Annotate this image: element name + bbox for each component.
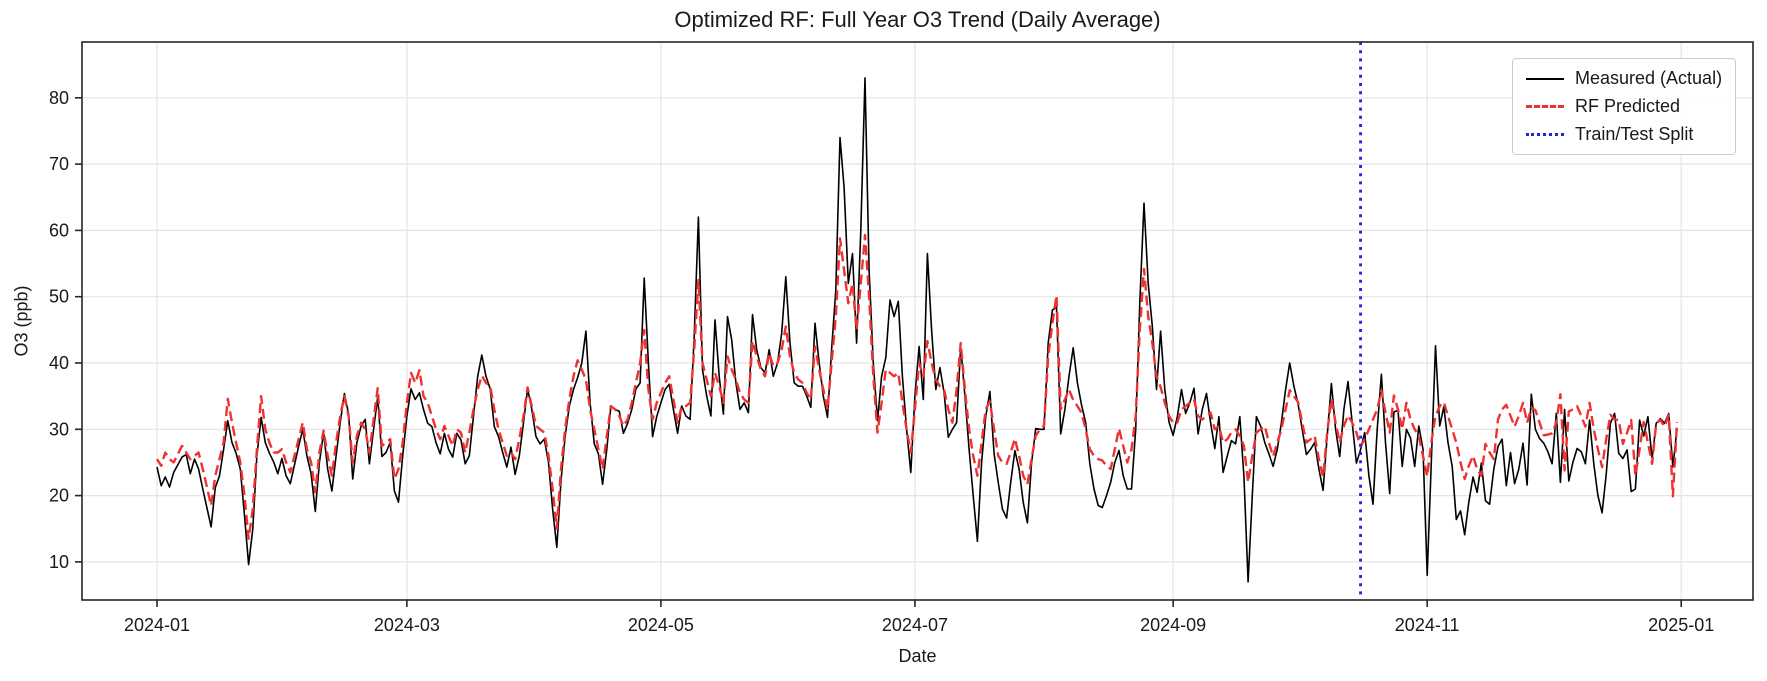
measured-line [156,77,1678,583]
x-tick-label: 2024-03 [374,615,440,635]
x-tick-label: 2024-07 [882,615,948,635]
y-tick-label: 10 [49,552,69,572]
legend-item-predicted: RF Predicted [1526,96,1722,117]
x-tick-label: 2024-05 [628,615,694,635]
y-tick-label: 30 [49,419,69,439]
x-axis-title: Date [898,646,937,666]
y-tick-label: 20 [49,486,69,506]
y-tick-label: 40 [49,353,69,373]
y-axis-title: O3 (ppb) [11,285,32,357]
y-tick-label: 80 [49,88,69,108]
y-tick-label: 70 [49,154,69,174]
x-tick-label: 2024-01 [124,615,190,635]
legend-item-split: Train/Test Split [1526,124,1722,145]
legend-label-predicted: RF Predicted [1575,96,1681,116]
x-tick-label: 2024-11 [1395,615,1460,635]
legend-item-measured: Measured (Actual) [1526,68,1722,89]
measured-line-swatch [1526,77,1564,80]
y-tick-label: 50 [49,287,69,307]
axes-frame [81,41,1754,601]
predicted-line [155,233,1679,540]
predicted-line-swatch [1526,105,1564,108]
chart-title: Optimized RF: Full Year O3 Trend (Daily … [674,7,1161,32]
split-line-swatch [1526,133,1564,136]
legend-label-measured: Measured (Actual) [1575,68,1723,88]
x-tick-label: 2024-09 [1140,615,1206,635]
legend: Measured (Actual) RF Predicted Train/Tes… [1512,58,1737,155]
x-tick-label: 2025-01 [1648,615,1714,635]
legend-label-split: Train/Test Split [1575,124,1694,144]
y-tick-label: 60 [49,220,69,240]
